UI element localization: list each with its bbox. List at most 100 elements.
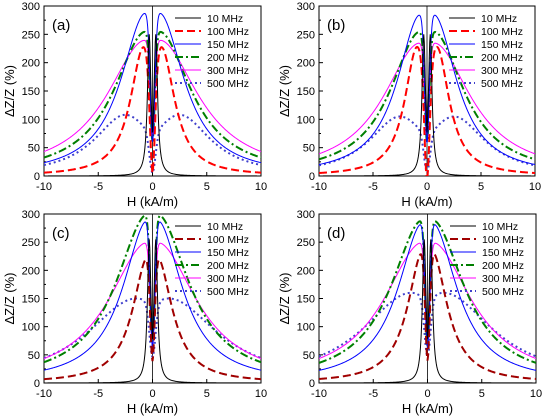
y-tick-label: 200: [22, 58, 40, 70]
y-tick-label: 50: [303, 350, 315, 362]
chart-panel-2: 0 50 100 150 200 250 300 -10 -5 0 5 10 H (kA/m) ΔZ/Z …: [277, 1, 541, 209]
y-tick-label: 300: [297, 209, 315, 221]
legend-entry: 150 MHz: [482, 247, 524, 259]
y-axis-label: ΔZ/Z (%): [2, 272, 17, 324]
legend-entry: 200 MHz: [481, 52, 523, 64]
x-tick-label: 10: [255, 388, 267, 400]
y-tick-label: 200: [297, 58, 315, 70]
legend-entry: 10 MHz: [207, 13, 243, 25]
legend-entry: 10 MHz: [207, 221, 243, 233]
y-tick-label: 250: [22, 29, 40, 41]
series-line: [319, 291, 536, 360]
y-tick-label: 0: [34, 171, 40, 183]
series-line: [319, 34, 535, 176]
y-tick-label: 150: [297, 86, 315, 98]
y-tick-label: 0: [34, 378, 40, 390]
y-tick-label: 100: [297, 322, 315, 334]
series-line: [319, 253, 536, 380]
x-tick-label: 0: [149, 388, 155, 400]
y-tick-label: 50: [28, 143, 40, 155]
legend-entry: 150 MHz: [481, 39, 523, 51]
chart-panel-4: 0 50 100 150 200 250 300 -10 -5 0 5 10 H (kA/m) ΔZ/Z …: [277, 209, 542, 416]
x-tick-label: -5: [368, 388, 378, 400]
y-axis-label: ΔZ/Z (%): [2, 65, 17, 117]
y-axis-label: ΔZ/Z (%): [277, 272, 292, 324]
x-tick-label: 10: [255, 181, 267, 193]
y-tick-label: 250: [297, 29, 315, 41]
x-tick-label: -5: [93, 388, 103, 400]
x-tick-label: 10: [530, 388, 542, 400]
y-tick-label: 300: [22, 1, 40, 13]
x-tick-label: 5: [479, 388, 485, 400]
x-tick-label: 10: [529, 181, 541, 193]
x-tick-label: -10: [36, 388, 52, 400]
legend-entry: 500 MHz: [207, 78, 249, 90]
x-axis-label: H (kA/m): [401, 194, 452, 209]
series-line: [44, 258, 261, 381]
legend-entry: 10 MHz: [481, 13, 517, 25]
y-tick-label: 100: [297, 114, 315, 126]
legend-entry: 200 MHz: [207, 260, 249, 272]
y-tick-label: 200: [22, 265, 40, 277]
x-tick-label: 5: [204, 388, 210, 400]
legend-entry: 100 MHz: [481, 26, 523, 38]
y-tick-label: 50: [303, 143, 315, 155]
y-tick-label: 300: [22, 209, 40, 221]
legend-entry: 200 MHz: [207, 52, 249, 64]
legend-entry: 300 MHz: [207, 273, 249, 285]
x-tick-label: 5: [478, 181, 484, 193]
panel-label: (d): [327, 225, 345, 242]
series-line: [44, 221, 261, 371]
series-line: [44, 239, 261, 383]
y-tick-label: 0: [309, 171, 315, 183]
legend-entry: 500 MHz: [481, 78, 523, 90]
legend-entry: 500 MHz: [482, 286, 524, 298]
y-tick-label: 50: [28, 350, 40, 362]
y-tick-label: 200: [297, 265, 315, 277]
legend-entry: 100 MHz: [482, 234, 524, 246]
y-tick-label: 0: [309, 378, 315, 390]
x-axis-label: H (kA/m): [127, 194, 178, 209]
legend-entry: 150 MHz: [207, 247, 249, 259]
series-line: [319, 30, 535, 161]
series-line: [319, 45, 535, 176]
panel-label: (c): [52, 225, 70, 242]
panel-label: (a): [52, 17, 70, 34]
legend-entry: 10 MHz: [482, 221, 518, 233]
y-tick-label: 250: [297, 237, 315, 249]
y-tick-label: 250: [22, 237, 40, 249]
y-tick-label: 300: [297, 1, 315, 13]
x-tick-label: -5: [368, 181, 378, 193]
panel-label: (b): [327, 17, 345, 34]
x-axis-label: H (kA/m): [402, 401, 453, 416]
x-tick-label: 0: [149, 181, 155, 193]
series-line: [44, 46, 261, 174]
y-tick-label: 150: [22, 294, 40, 306]
y-tick-label: 150: [22, 86, 40, 98]
chart-panel-1: 0 50 100 150 200 250 300 -10 -5 0 5 10 H (kA/m) ΔZ/Z …: [2, 1, 267, 209]
series-line: [44, 12, 261, 164]
y-tick-label: 100: [22, 114, 40, 126]
series-line: [319, 239, 536, 383]
x-axis-label: H (kA/m): [127, 401, 178, 416]
legend-entry: 100 MHz: [207, 26, 249, 38]
legend-entry: 300 MHz: [207, 65, 249, 77]
x-tick-label: 0: [424, 388, 430, 400]
x-tick-label: -10: [311, 388, 327, 400]
x-tick-label: 5: [204, 181, 210, 193]
series-line: [319, 224, 536, 371]
x-tick-label: -5: [93, 181, 103, 193]
y-tick-label: 100: [22, 322, 40, 334]
legend-entry: 150 MHz: [207, 39, 249, 51]
series-line: [319, 14, 535, 166]
x-tick-label: 0: [424, 181, 430, 193]
y-axis-label: ΔZ/Z (%): [277, 65, 292, 117]
x-tick-label: -10: [36, 181, 52, 193]
legend-entry: 100 MHz: [207, 234, 249, 246]
legend-entry: 500 MHz: [207, 286, 249, 298]
legend-entry: 200 MHz: [482, 260, 524, 272]
chart-panel-3: 0 50 100 150 200 250 300 -10 -5 0 5 10 H (kA/m) ΔZ/Z …: [2, 209, 267, 416]
y-tick-label: 150: [297, 294, 315, 306]
legend-entry: 300 MHz: [481, 65, 523, 77]
